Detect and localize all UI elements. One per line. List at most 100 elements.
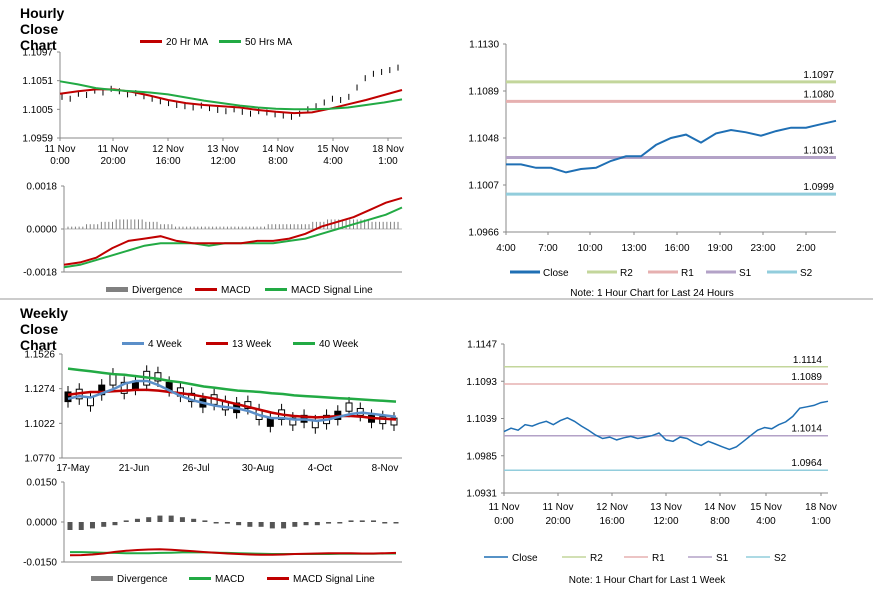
weekly-candle-body	[64, 391, 72, 403]
legend-weekly-s2-label: S2	[774, 553, 787, 564]
hourly-macd-line	[63, 196, 403, 266]
weekly-divergence-bar	[281, 522, 287, 529]
legend-weekly-close-label: Close	[512, 553, 538, 564]
weekly-divergence-bar	[134, 518, 140, 522]
legend-40w-label: 40 Week	[319, 339, 359, 350]
hourly-macd-signal-line	[63, 206, 403, 269]
weekly-level-label-r1: 1.1089	[791, 372, 822, 383]
hourly-price-x-tick: 11 Nov	[98, 144, 129, 155]
weekly-candle-body	[390, 417, 398, 426]
hourly-ma50-line	[59, 80, 403, 111]
hourly-level-label-r2: 1.1097	[803, 70, 834, 81]
legend-hourly-r2-label: R2	[620, 268, 633, 279]
weekly-levels-x-tick: 11 Nov	[489, 502, 520, 513]
weekly-levels-y-tick: 1.0931	[466, 489, 497, 500]
weekly-divergence-bar	[89, 522, 95, 529]
hourly-close-line	[506, 119, 837, 174]
hourly-level-label-s2: 1.0999	[803, 182, 834, 193]
weekly-levels-y-tick: 1.1147	[467, 340, 497, 351]
legend-weekly-divergence-swatch	[91, 576, 113, 581]
legend-13w-label: 13 Week	[232, 339, 272, 350]
weekly-divergence-bar	[123, 520, 129, 522]
hourly-levels-x-tick: 23:00	[750, 243, 775, 254]
hourly-levels-x-tick: 7:00	[538, 243, 558, 254]
weekly-candle-body	[188, 392, 196, 403]
weekly-macd-y-tick: 0.0150	[26, 478, 57, 489]
weekly-price-y-tick: 1.1274	[24, 384, 55, 395]
weekly-candle-body	[154, 372, 162, 382]
weekly-40w-line	[67, 367, 397, 403]
legend-ma50-label: 50 Hrs MA	[245, 37, 293, 48]
hourly-price-y-tick: 1.1097	[22, 48, 53, 59]
weekly-divergence-bar	[371, 520, 377, 522]
hourly-level-label-r1: 1.1080	[803, 89, 834, 100]
hourly-price-x-tick-time: 20:00	[100, 156, 125, 167]
legend-hourly-r1-label: R1	[681, 268, 694, 279]
hourly-ma20-line	[59, 88, 403, 115]
hourly-price-y-tick: 1.1051	[22, 76, 53, 87]
hourly-price-y-tick: 1.1005	[22, 105, 53, 116]
weekly-macd-line	[69, 548, 397, 557]
hourly-macd-y-tick: -0.0018	[23, 268, 57, 279]
weekly-price-x-tick: 30-Aug	[242, 463, 274, 474]
weekly-divergence-bar	[337, 522, 343, 524]
weekly-levels-x-tick: 15 Nov	[750, 502, 782, 513]
weekly-divergence-bar	[146, 517, 152, 522]
hourly-price-x-tick: 11 Nov	[45, 144, 76, 155]
weekly-level-label-s2: 1.0964	[791, 458, 822, 469]
legend-hourly-divergence-swatch	[106, 287, 128, 292]
legend-hourly-s1-label: S1	[739, 268, 752, 279]
weekly-price-y-tick: 1.0770	[24, 454, 55, 465]
hourly-levels-y-tick: 1.1130	[469, 40, 499, 51]
weekly-macd-y-tick: 0.0000	[26, 518, 57, 529]
weekly-divergence-bar	[292, 522, 298, 527]
weekly-levels-x-tick-time: 1:00	[811, 516, 831, 527]
weekly-levels-y-tick: 1.1093	[466, 377, 497, 388]
weekly-levels-x-tick: 13 Nov	[650, 502, 682, 513]
hourly-price-x-tick: 14 Nov	[262, 144, 294, 155]
legend-weekly-divergence-label: Divergence	[117, 574, 168, 585]
weekly-divergence-bar	[67, 522, 73, 530]
hourly-levels-x-tick: 13:00	[621, 243, 646, 254]
weekly-divergence-bar	[224, 522, 230, 524]
weekly-price-x-tick: 8-Nov	[372, 463, 399, 474]
weekly-candle-body	[120, 381, 128, 394]
hourly-levels-note: Note: 1 Hour Chart for Last 24 Hours	[570, 288, 733, 299]
hourly-levels-y-tick: 1.0966	[468, 228, 499, 239]
hourly-price-x-tick-time: 12:00	[210, 156, 235, 167]
hourly-price-x-tick-time: 8:00	[268, 156, 288, 167]
weekly-levels-x-tick-time: 8:00	[710, 516, 730, 527]
hourly-levels-y-tick: 1.1007	[468, 181, 499, 192]
hourly-macd-y-tick: 0.0000	[26, 225, 57, 236]
weekly-price-x-tick: 26-Jul	[182, 463, 209, 474]
legend-weekly-r1-label: R1	[652, 553, 665, 564]
weekly-levels-x-tick: 18 Nov	[805, 502, 837, 513]
legend-ma20-label: 20 Hr MA	[166, 37, 209, 48]
weekly-levels-x-tick: 11 Nov	[543, 502, 574, 513]
weekly-divergence-bar	[314, 522, 320, 526]
weekly-divergence-bar	[326, 522, 332, 524]
weekly-divergence-bar	[101, 522, 107, 527]
weekly-levels-x-tick-time: 12:00	[653, 516, 678, 527]
legend-hourly-divergence-label: Divergence	[132, 285, 183, 296]
hourly-levels-x-tick: 10:00	[577, 243, 602, 254]
hourly-price-x-tick-time: 16:00	[155, 156, 180, 167]
legend-weekly-r2-label: R2	[590, 553, 603, 564]
weekly-price-y-tick: 1.1526	[24, 350, 55, 361]
weekly-divergence-bar	[179, 517, 185, 522]
hourly-price-x-tick: 18 Nov	[372, 144, 404, 155]
hourly-section-title: Hourly Close Chart	[20, 5, 65, 53]
weekly-candle-body	[379, 416, 387, 425]
hourly-levels-y-tick: 1.1089	[468, 87, 499, 98]
hourly-price-x-tick: 12 Nov	[152, 144, 184, 155]
weekly-price-y-tick: 1.1022	[24, 419, 55, 430]
weekly-divergence-bar	[112, 522, 118, 526]
weekly-divergence-bar	[236, 522, 242, 526]
weekly-levels-x-tick-time: 0:00	[494, 516, 514, 527]
weekly-divergence-bar	[359, 520, 365, 522]
weekly-candle-body	[109, 373, 117, 386]
hourly-price-x-tick-time: 4:00	[323, 156, 343, 167]
weekly-levels-x-tick-time: 4:00	[756, 516, 776, 527]
hourly-price-x-tick-time: 1:00	[378, 156, 398, 167]
weekly-level-label-r2: 1.1114	[793, 355, 823, 366]
